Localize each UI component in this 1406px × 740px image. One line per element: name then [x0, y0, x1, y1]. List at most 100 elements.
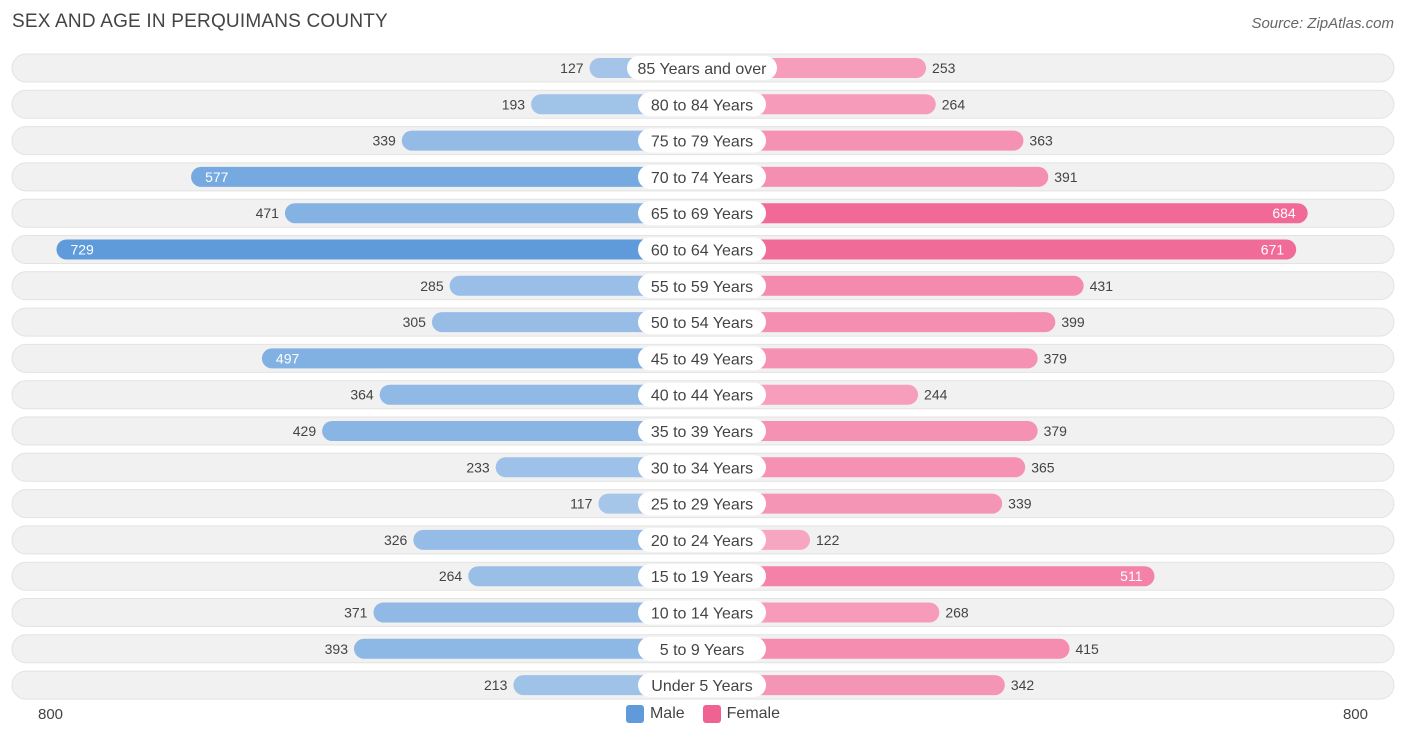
female-value-label: 415 [1075, 641, 1099, 657]
category-label: 65 to 69 Years [651, 206, 753, 223]
category-label-pill [638, 382, 766, 407]
category-label: 60 to 64 Years [651, 243, 753, 260]
male-value-label: 285 [420, 278, 444, 294]
female-value-label: 268 [945, 605, 969, 621]
female-bar [702, 675, 1005, 696]
category-label-pill [638, 636, 766, 661]
male-bar [56, 239, 702, 260]
female-bar [702, 275, 1084, 296]
male-value-label: 371 [344, 605, 368, 621]
category-label: Under 5 Years [651, 678, 752, 695]
female-value-label: 365 [1031, 459, 1055, 475]
category-label: 35 to 39 Years [651, 424, 753, 441]
female-bar [702, 166, 1049, 187]
category-label-pill [638, 164, 766, 189]
female-bar [702, 493, 1003, 514]
chart-title: SEX AND AGE IN PERQUIMANS COUNTY [12, 11, 388, 32]
female-bar [702, 203, 1308, 224]
female-value-label: 363 [1029, 133, 1053, 149]
legend: Male Female [0, 705, 1406, 723]
male-bar [379, 384, 702, 405]
male-swatch-icon [625, 705, 644, 723]
male-bar [284, 203, 702, 224]
male-bar [191, 166, 702, 187]
category-label-pill [638, 600, 766, 625]
male-value-label: 193 [502, 96, 526, 112]
category-label: 40 to 44 Years [651, 388, 753, 405]
female-value-label: 379 [1044, 350, 1068, 366]
male-bar [373, 602, 702, 623]
male-bar [449, 275, 702, 296]
male-value-label: 393 [325, 641, 349, 657]
male-value-label: 339 [372, 133, 396, 149]
legend-item-female[interactable]: Female [702, 705, 781, 723]
category-label-pill [638, 491, 766, 516]
female-bar [702, 130, 1024, 151]
female-bar [702, 566, 1155, 587]
category-label: 10 to 14 Years [651, 606, 753, 623]
male-value-label: 429 [293, 423, 317, 439]
legend-male-label: Male [649, 705, 685, 722]
male-bar [353, 638, 702, 659]
category-label-pill [638, 128, 766, 153]
legend-item-male[interactable]: Male [625, 705, 685, 723]
male-value-label: 233 [466, 459, 490, 475]
category-label: 55 to 59 Years [651, 279, 753, 296]
male-value-label: 117 [570, 496, 593, 512]
category-label-pill [627, 56, 777, 80]
category-label-pill [638, 673, 766, 698]
male-value-label: 264 [439, 568, 463, 584]
male-bar [413, 529, 702, 550]
category-label-pill [638, 564, 766, 589]
category-label-pill [638, 419, 766, 443]
category-label: 25 to 29 Years [651, 497, 753, 514]
male-bar [401, 130, 702, 151]
category-label-pill [638, 455, 766, 480]
category-label: 70 to 74 Years [651, 170, 753, 187]
male-bar [261, 348, 702, 369]
male-value-label: 471 [256, 205, 280, 221]
female-value-label: 431 [1090, 278, 1114, 294]
female-value-label: 671 [1261, 242, 1285, 258]
male-value-label: 497 [276, 350, 300, 366]
category-label-pill [638, 310, 766, 335]
female-value-label: 684 [1272, 205, 1296, 221]
female-value-label: 391 [1054, 169, 1078, 185]
male-value-label: 213 [484, 677, 508, 693]
legend-female-label: Female [726, 705, 781, 722]
female-value-label: 342 [1011, 677, 1035, 693]
male-bar [431, 312, 702, 333]
female-bar [702, 638, 1070, 659]
category-label: 80 to 84 Years [651, 97, 753, 114]
female-value-label: 253 [932, 60, 956, 76]
category-label: 45 to 49 Years [651, 351, 753, 368]
category-label: 20 to 24 Years [651, 533, 753, 550]
male-value-label: 577 [205, 169, 229, 185]
male-value-label: 364 [350, 387, 374, 403]
female-bar [702, 239, 1297, 260]
category-label: 30 to 34 Years [651, 460, 753, 477]
male-value-label: 326 [384, 532, 408, 548]
category-label: 75 to 79 Years [651, 134, 753, 151]
female-value-label: 264 [942, 96, 966, 112]
category-label-pill [638, 346, 766, 371]
female-swatch-icon [702, 705, 721, 723]
male-bar [322, 421, 702, 441]
female-value-label: 379 [1044, 423, 1068, 439]
female-value-label: 339 [1008, 496, 1032, 512]
female-value-label: 244 [924, 387, 948, 403]
female-value-label: 122 [816, 532, 840, 548]
axis-right-max-label: 800 [1342, 706, 1368, 723]
axis-left-max-label: 800 [38, 706, 64, 723]
category-label-pill [638, 527, 766, 552]
male-value-label: 729 [70, 242, 94, 258]
category-label-pill [638, 201, 766, 226]
female-bar [702, 312, 1056, 333]
category-label: 50 to 54 Years [651, 315, 753, 332]
category-label-pill [638, 237, 766, 262]
female-bar [702, 457, 1026, 478]
female-value-label: 511 [1120, 568, 1143, 584]
category-label: 15 to 19 Years [651, 569, 753, 586]
category-label-pill [638, 92, 766, 117]
